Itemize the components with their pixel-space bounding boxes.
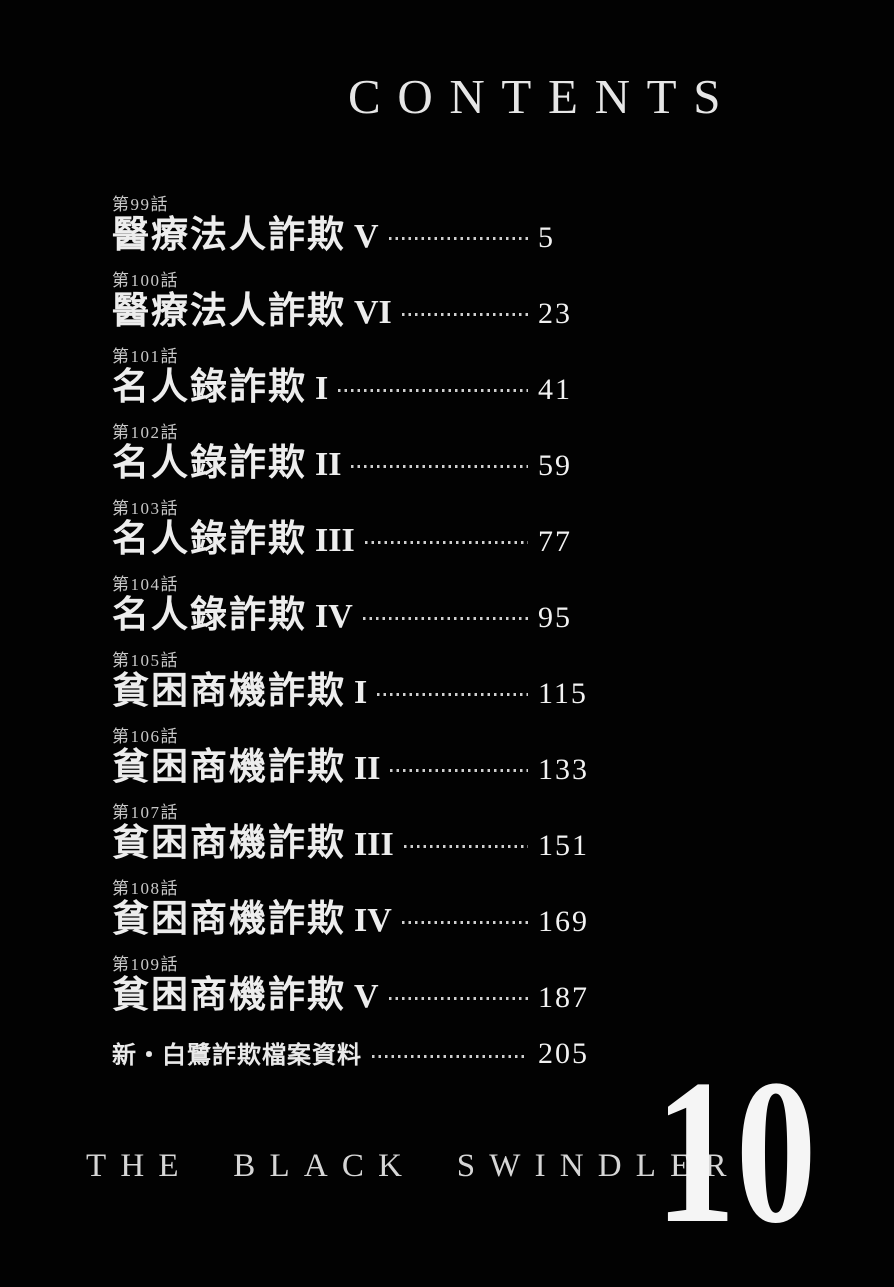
chapter-title: 醫療法人詐欺 [112,291,346,332]
dotted-leader [388,997,528,1000]
dotted-leader [364,541,528,544]
toc-entry-row: 貧困商機詐欺 III 151 [112,824,604,865]
toc-entry: 第105話 貧困商機詐欺 I 115 [112,650,604,713]
chapter-title: 貧困商機詐欺 [112,823,346,864]
chapter-label: 第102話 [112,423,179,442]
chapter-title: 醫療法人詐欺 [112,215,346,256]
toc-entry: 第101話 名人錄詐欺 I 41 [112,346,604,409]
chapter-title-numeral: V [354,218,379,255]
page-number: 205 [538,1037,589,1070]
dotted-leader [403,845,528,848]
chapter-title: 名人錄詐欺 [112,367,307,408]
toc-entries: 第99話 醫療法人詐欺 V 5 第100話 醫療法人詐欺 VI 23 第101話… [112,194,604,1017]
chapter-label: 第100話 [112,271,179,290]
page-number: 59 [538,449,572,482]
chapter-title-numeral: VI [354,294,392,331]
dotted-leader [372,1055,528,1058]
toc-entry-row: 名人錄詐欺 I 41 [112,368,604,409]
page-number: 115 [538,677,588,710]
page-number: 169 [538,905,589,938]
chapter-title-numeral: IV [354,902,392,939]
toc-entry: 第106話 貧困商機詐欺 II 133 [112,726,604,789]
chapter-title: 名人錄詐欺 [112,443,307,484]
toc-entry-row: 醫療法人詐欺 V 5 [112,216,604,257]
page-number: 133 [538,753,589,786]
chapter-title-numeral: III [354,826,394,863]
dotted-leader [401,313,528,316]
toc-entry-row: 名人錄詐欺 III 77 [112,520,604,561]
toc-entry: 第100話 醫療法人詐欺 VI 23 [112,270,604,333]
toc-entry: 第102話 名人錄詐欺 II 59 [112,422,604,485]
page-number: 23 [538,297,572,330]
toc-list: 第99話 醫療法人詐欺 V 5 第100話 醫療法人詐欺 VI 23 第101話… [112,194,604,1071]
toc-entry: 第107話 貧困商機詐欺 III 151 [112,802,604,865]
toc-entry-row: 名人錄詐欺 II 59 [112,444,604,485]
toc-entry: 第108話 貧困商機詐欺 IV 169 [112,878,604,941]
chapter-label: 第107話 [112,803,179,822]
chapter-title: 名人錄詐欺 [112,595,307,636]
page-number: 77 [538,525,572,558]
page-number: 5 [538,221,555,254]
chapter-label: 第99話 [112,195,169,214]
chapter-title-numeral: III [315,522,355,559]
chapter-title: 貧困商機詐欺 [112,975,346,1016]
volume-number: 10 [655,1037,817,1266]
chapter-label: 第108話 [112,879,179,898]
toc-entry: 第104話 名人錄詐欺 IV 95 [112,574,604,637]
toc-entry: 第103話 名人錄詐欺 III 77 [112,498,604,561]
toc-entry: 第109話 貧困商機詐欺 V 187 [112,954,604,1017]
series-title: THE BLACK SWINDLER [86,1148,741,1184]
chapter-label: 第106話 [112,727,179,746]
chapter-title-numeral: II [315,446,342,483]
chapter-title-numeral: V [354,978,379,1015]
dotted-leader [401,921,528,924]
dotted-leader [377,693,528,696]
toc-entry-row: 貧困商機詐欺 I 115 [112,672,604,713]
toc-entry-row: 醫療法人詐欺 VI 23 [112,292,604,333]
chapter-title-numeral: II [354,750,381,787]
chapter-title-numeral: IV [315,598,353,635]
dotted-leader [390,769,528,772]
dotted-leader [338,389,528,392]
page-number: 187 [538,981,589,1014]
toc-appendix-row: 新・白鷺詐欺檔案資料 205 [112,1037,604,1071]
chapter-title: 貧困商機詐欺 [112,747,346,788]
chapter-label: 第104話 [112,575,179,594]
toc-entry: 第99話 醫療法人詐欺 V 5 [112,194,604,257]
chapter-title: 名人錄詐欺 [112,519,307,560]
toc-entry-row: 名人錄詐欺 IV 95 [112,596,604,637]
chapter-label: 第105話 [112,651,179,670]
dotted-leader [351,465,528,468]
dotted-leader [388,237,528,240]
page-number: 41 [538,373,572,406]
chapter-title-numeral: I [354,674,368,711]
dotted-leader [362,617,528,620]
page-number: 151 [538,829,589,862]
page-number: 95 [538,601,572,634]
toc-entry-row: 貧困商機詐欺 V 187 [112,976,604,1017]
page-title: CONTENTS [348,69,738,124]
chapter-label: 第103話 [112,499,179,518]
chapter-label: 第101話 [112,347,179,366]
chapter-label: 第109話 [112,955,179,974]
chapter-title: 貧困商機詐欺 [112,671,346,712]
chapter-title-numeral: I [315,370,329,407]
toc-entry-row: 貧困商機詐欺 II 133 [112,748,604,789]
chapter-title: 貧困商機詐欺 [112,899,346,940]
appendix-title: 新・白鷺詐欺檔案資料 [112,1043,362,1069]
toc-entry-row: 貧困商機詐欺 IV 169 [112,900,604,941]
